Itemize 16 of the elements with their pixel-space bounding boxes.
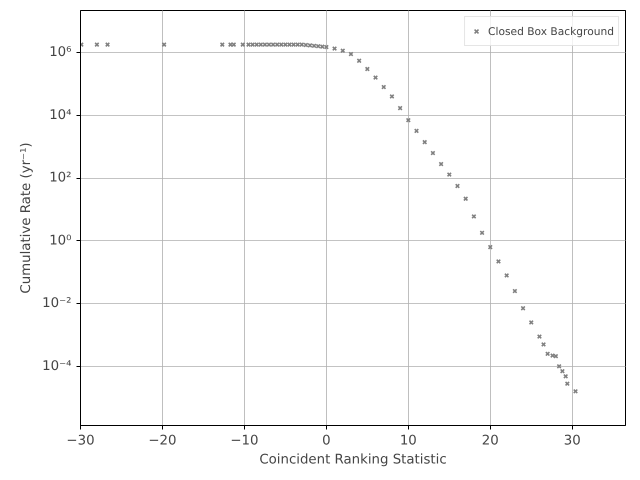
y-tick-label: 10⁻⁴	[42, 358, 72, 374]
x-tick-label: 10	[400, 434, 417, 448]
x-tick-label: −10	[230, 434, 258, 448]
legend-label: Closed Box Background	[488, 24, 614, 38]
y-axis-title: Cumulative Rate (yr⁻¹)	[19, 142, 34, 294]
y-tick-label: 10⁰	[49, 233, 72, 248]
y-tick-label: 10²	[49, 170, 72, 186]
y-tick-label: 10⁻²	[42, 296, 72, 312]
x-tick-label: −20	[148, 434, 177, 448]
x-axis-title: Coincident Ranking Statistic	[259, 452, 447, 468]
y-tick-label: 10⁴	[49, 108, 72, 123]
x-tick-label: 30	[564, 434, 581, 448]
x-tick-label: 20	[482, 434, 499, 448]
y-tick-label: 10⁶	[49, 45, 72, 60]
x-tick-label: −30	[66, 434, 95, 448]
x-tick-label: 0	[322, 434, 331, 448]
